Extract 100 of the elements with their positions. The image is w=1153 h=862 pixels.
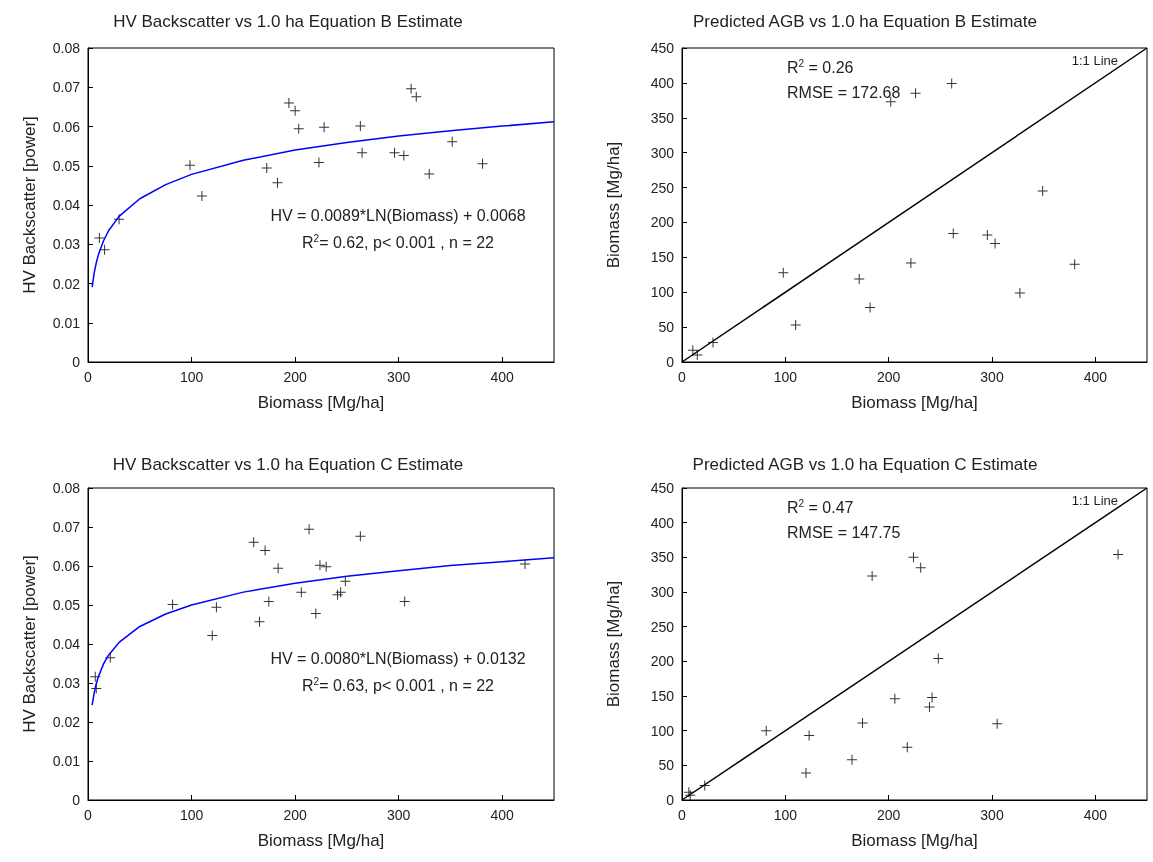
x-axis-title: Biomass [Mg/ha] — [257, 393, 385, 412]
point — [304, 524, 315, 535]
annotation: 1:1 Line — [1071, 493, 1118, 508]
chart-title: Predicted AGB vs 1.0 ha Equation C Estimate — [692, 455, 1038, 474]
point — [389, 147, 400, 158]
point — [867, 571, 878, 582]
x-tick-label: 300 — [980, 369, 1004, 385]
y-tick-label: 400 — [650, 514, 675, 531]
x-tick-label: 100 — [773, 369, 798, 385]
x-tick-label: 400 — [490, 807, 515, 823]
x-tick-label: 200 — [876, 369, 901, 385]
point — [927, 692, 938, 703]
x-tick-label: 300 — [386, 807, 411, 823]
point — [924, 702, 935, 713]
y-tick-label: 250 — [650, 179, 675, 196]
y-tick-label: 0 — [666, 354, 675, 370]
x-tick-label: 0 — [84, 369, 93, 385]
point — [910, 88, 921, 99]
y-tick-label: 300 — [650, 144, 675, 161]
x-tick-label: 400 — [490, 369, 515, 385]
point — [260, 545, 271, 556]
point — [90, 671, 101, 682]
y-tick-label: 0.08 — [52, 40, 81, 56]
point — [477, 158, 488, 169]
x-tick-label: 0 — [678, 807, 687, 823]
point — [406, 83, 417, 94]
y-tick-label: 150 — [650, 688, 675, 704]
point — [761, 725, 772, 736]
annotation: RMSE = 147.75 — [787, 523, 901, 541]
y-tick-label: 0.02 — [52, 714, 81, 730]
point — [273, 563, 284, 574]
y-tick-label: 350 — [650, 549, 675, 566]
chart-title: Predicted AGB vs 1.0 ha Equation B Estimate — [693, 12, 1037, 31]
y-tick-label: 0.06 — [52, 118, 81, 135]
x-tick-label: 300 — [386, 369, 411, 385]
annotation: HV = 0.0080*LN(Biomass) + 0.0132 — [270, 649, 526, 667]
point — [1037, 186, 1048, 197]
y-tick-label: 400 — [650, 74, 675, 91]
y-axis-title: HV Backscatter [power] — [20, 116, 39, 294]
y-tick-label: 0.02 — [52, 275, 81, 292]
point — [319, 122, 330, 133]
point — [272, 177, 283, 188]
point — [321, 561, 332, 572]
x-axis-title: Biomass [Mg/ha] — [851, 393, 978, 412]
y-tick-label: 50 — [658, 757, 675, 774]
point — [248, 537, 259, 548]
point — [94, 232, 105, 243]
point — [296, 587, 307, 598]
point — [207, 630, 218, 641]
point — [355, 531, 366, 542]
y-tick-label: 150 — [650, 249, 675, 266]
y-tick-label: 0.01 — [52, 753, 81, 769]
point — [261, 163, 272, 174]
point — [946, 78, 957, 89]
point — [1014, 287, 1025, 298]
point — [905, 257, 916, 268]
x-tick-label: 400 — [1083, 369, 1108, 385]
y-tick-label: 0 — [72, 354, 81, 370]
x-tick-label: 200 — [283, 807, 307, 823]
point — [902, 742, 913, 753]
point — [889, 693, 900, 704]
point — [948, 228, 959, 239]
y-tick-label: 0.04 — [52, 197, 81, 213]
point — [293, 123, 304, 134]
point — [846, 754, 857, 765]
point — [790, 320, 801, 331]
point — [313, 157, 324, 168]
y-tick-label: 100 — [650, 722, 675, 739]
chart-title: HV Backscatter vs 1.0 ha Equation C Estimate — [112, 455, 464, 474]
y-tick-label: 0.03 — [52, 236, 81, 253]
y-tick-label: 0.05 — [52, 157, 81, 174]
y-axis-title: HV Backscatter [power] — [20, 555, 39, 733]
x-tick-label: 200 — [283, 369, 307, 385]
y-tick-label: 350 — [650, 109, 675, 126]
y-tick-label: 0.08 — [52, 480, 81, 496]
point — [865, 302, 876, 313]
point — [854, 273, 865, 284]
point — [447, 136, 458, 147]
annotation: 1:1 Line — [1071, 53, 1118, 68]
y-tick-label: 0 — [666, 792, 675, 808]
point — [424, 168, 435, 179]
y-tick-label: 0.07 — [52, 519, 81, 535]
y-tick-label: 0.01 — [52, 314, 81, 331]
y-tick-label: 0 — [72, 792, 81, 808]
x-tick-label: 300 — [980, 807, 1004, 823]
y-tick-label: 450 — [650, 40, 675, 56]
point — [398, 150, 409, 161]
y-tick-label: 0.07 — [52, 79, 81, 96]
x-axis-title: Biomass [Mg/ha] — [851, 831, 978, 850]
point — [992, 718, 1003, 729]
line-series — [91, 121, 555, 288]
point — [254, 616, 265, 627]
point — [804, 730, 815, 741]
point — [1113, 549, 1124, 560]
point — [399, 596, 410, 607]
point — [801, 767, 811, 778]
y-tick-label: 0.05 — [52, 597, 81, 613]
x-tick-label: 100 — [179, 369, 204, 385]
point — [263, 596, 274, 607]
x-tick-label: 100 — [179, 807, 204, 823]
